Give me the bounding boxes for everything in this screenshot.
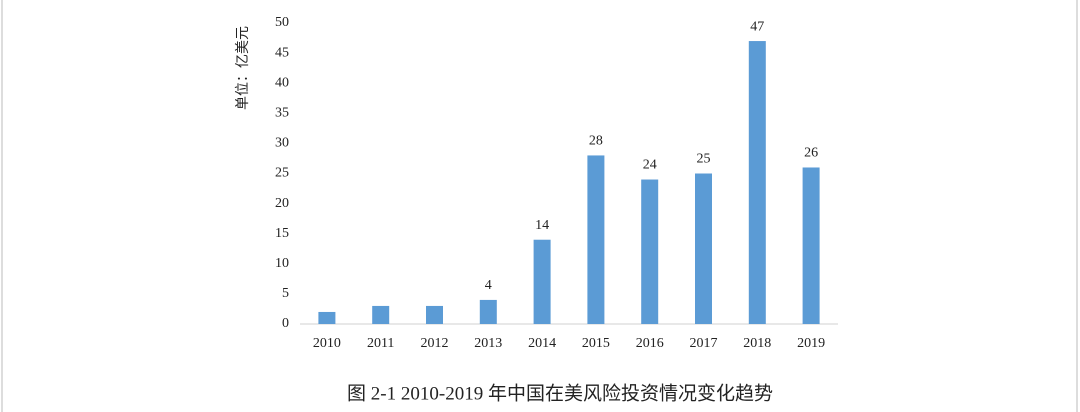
bar bbox=[802, 167, 820, 324]
chart-title: 图 2-1 2010-2019 年中国在美风险投资情况变化趋势 bbox=[347, 382, 773, 404]
bar bbox=[533, 239, 551, 324]
value-label: 4 bbox=[485, 278, 492, 293]
bar bbox=[695, 173, 712, 324]
value-label: 26 bbox=[804, 146, 818, 161]
x-tick-label: 2017 bbox=[690, 336, 718, 351]
bar bbox=[318, 311, 336, 324]
y-tick-label: 5 bbox=[282, 286, 289, 301]
x-tick-label: 2016 bbox=[636, 336, 664, 351]
bar bbox=[479, 299, 497, 324]
y-tick-label: 50 bbox=[275, 15, 289, 30]
value-label: 25 bbox=[697, 152, 711, 167]
y-axis-label: 单位：亿美元 bbox=[235, 26, 251, 110]
x-tick-label: 2014 bbox=[528, 336, 556, 351]
bar bbox=[641, 179, 659, 324]
bar bbox=[426, 305, 443, 324]
value-label: 47 bbox=[750, 19, 764, 34]
value-label: 24 bbox=[643, 158, 657, 173]
y-tick-label: 30 bbox=[275, 136, 289, 151]
y-tick-label: 45 bbox=[275, 45, 289, 60]
y-tick-label: 15 bbox=[275, 226, 289, 241]
bar bbox=[748, 41, 766, 325]
y-tick-label: 35 bbox=[275, 106, 289, 121]
value-label: 14 bbox=[535, 218, 549, 233]
x-tick-label: 2015 bbox=[582, 336, 610, 351]
x-tick-label: 2010 bbox=[313, 336, 341, 351]
bar bbox=[587, 155, 605, 324]
y-tick-label: 25 bbox=[275, 166, 289, 181]
value-label: 28 bbox=[589, 134, 603, 149]
y-tick-label: 20 bbox=[275, 196, 289, 211]
x-tick-label: 2012 bbox=[421, 336, 449, 351]
x-tick-label: 2018 bbox=[743, 336, 771, 351]
y-tick-label: 40 bbox=[275, 75, 289, 90]
x-tick-label: 2013 bbox=[474, 336, 502, 351]
bar bbox=[372, 305, 390, 324]
y-tick-label: 0 bbox=[282, 316, 289, 331]
x-tick-label: 2011 bbox=[367, 336, 394, 351]
y-tick-label: 10 bbox=[275, 256, 289, 271]
x-tick-label: 2019 bbox=[797, 336, 825, 351]
